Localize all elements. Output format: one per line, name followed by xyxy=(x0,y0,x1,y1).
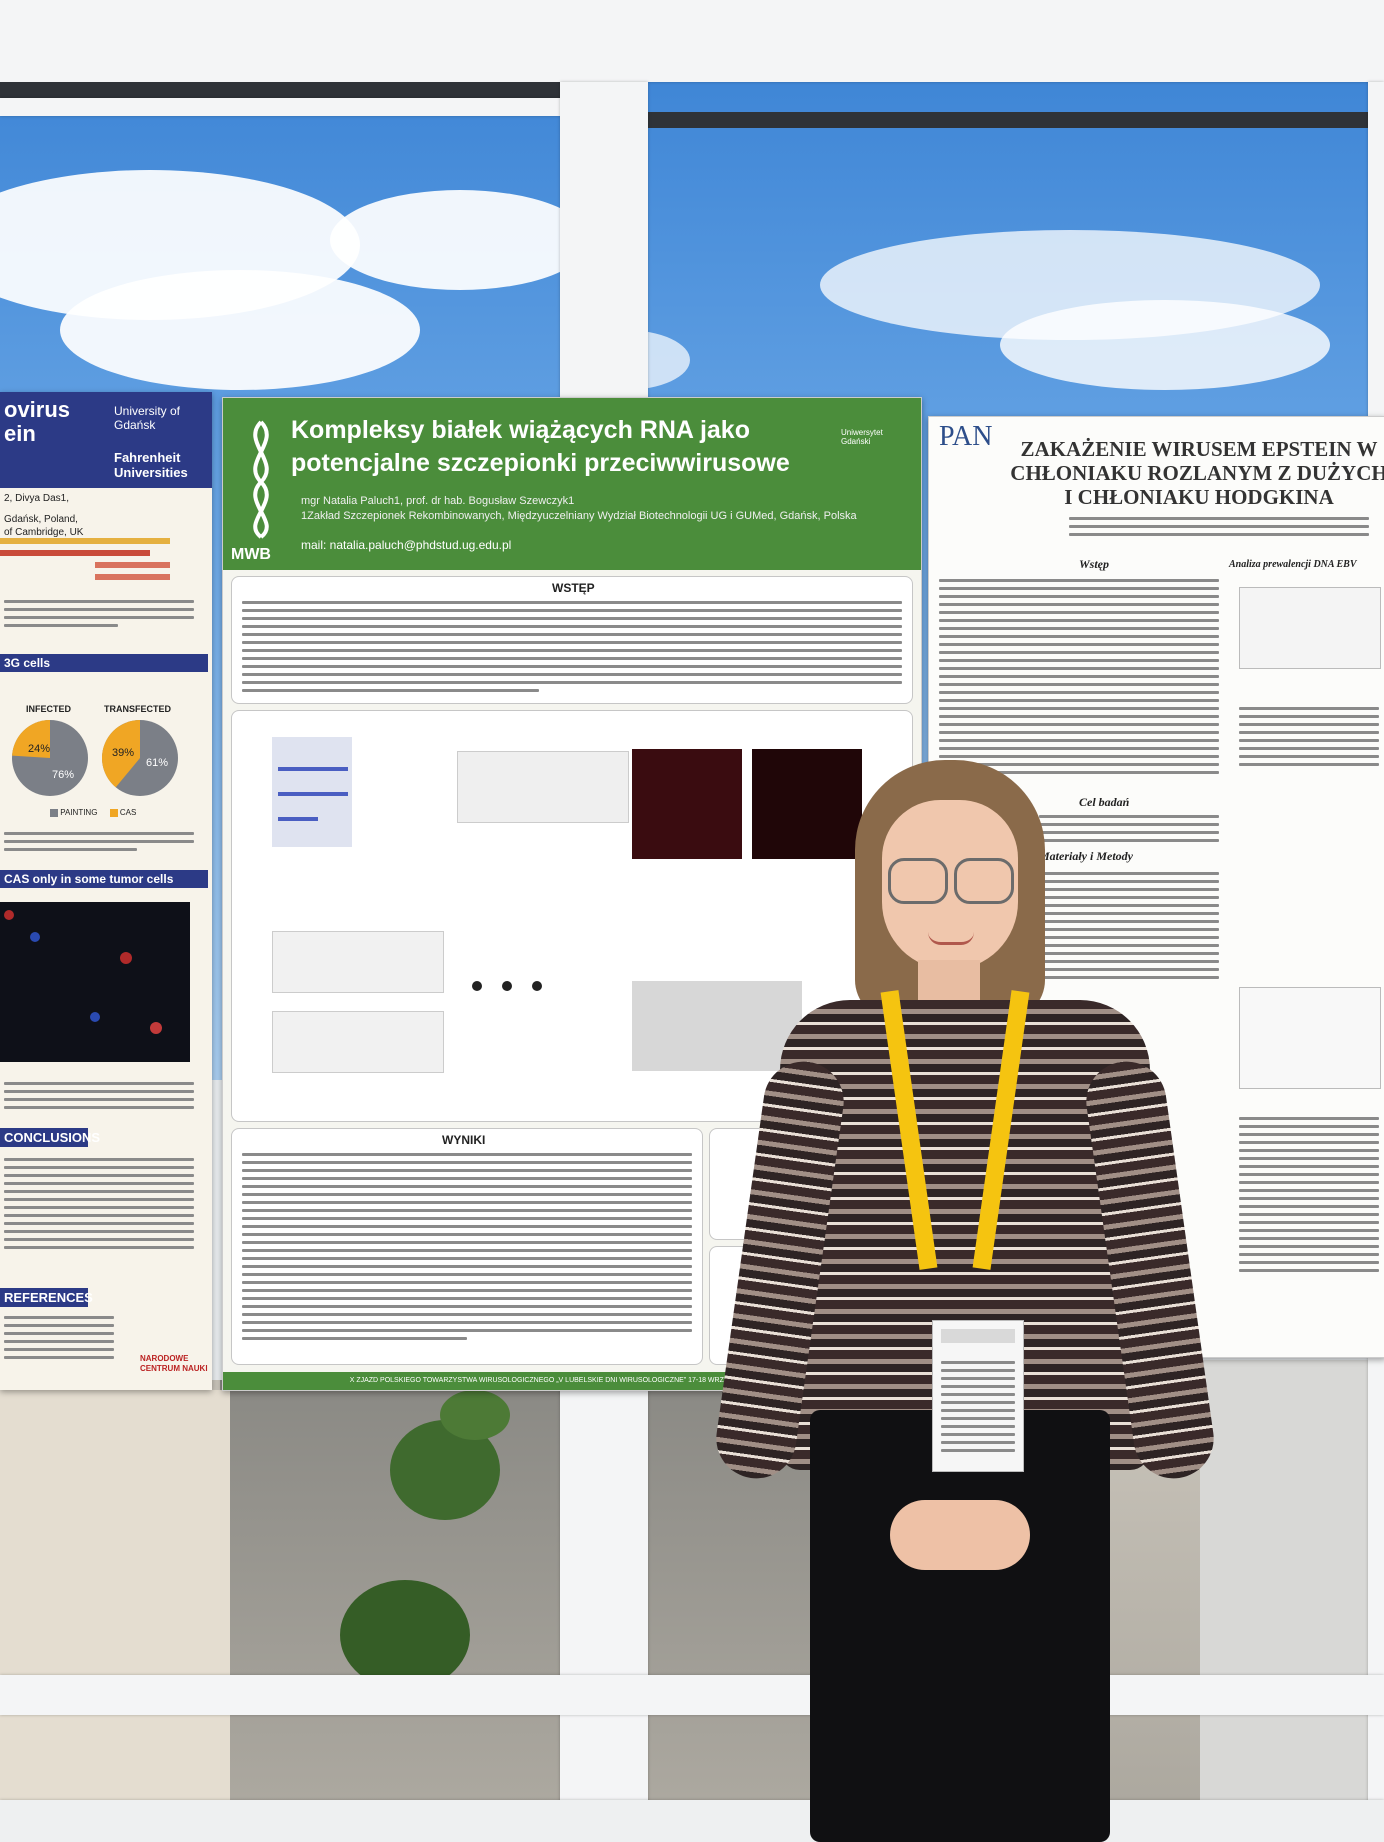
cloud xyxy=(1000,300,1330,390)
right-poster-title: ZAKAŻENIE WIRUSEM EPSTEIN W CHŁONIAKU RO… xyxy=(1010,437,1384,509)
intro-text xyxy=(242,601,902,697)
section-conclusions-heading: CONCLUSIONS xyxy=(0,1128,100,1147)
sds-page-gel xyxy=(272,737,352,847)
right-analysis-heading: Analiza prewalencji DNA EBV xyxy=(1229,559,1357,570)
main-poster-header: MWB Kompleksy białek wiążących RNA jako … xyxy=(223,398,921,570)
section-cas-heading: CAS only in some tumor cells xyxy=(0,870,208,888)
window-frame-top xyxy=(0,0,1384,82)
university-of-gdansk-logo: University of Gdańsk xyxy=(114,404,181,432)
fluorescence-image-a xyxy=(632,749,742,859)
window-blind xyxy=(0,82,560,98)
pie-legend: PAINTING CAS xyxy=(50,808,136,817)
left-poster-text-block xyxy=(4,1158,194,1254)
pie1-a-label: 24% xyxy=(28,743,50,755)
left-poster-affiliation: 2, Divya Das1, Gdańsk, Poland, of Cambri… xyxy=(4,493,84,538)
domain-diagram xyxy=(0,532,200,587)
left-poster-header: ovirus ein University of Gdańsk Fahrenhe… xyxy=(0,392,212,488)
right-methods-text xyxy=(939,872,1219,984)
left-poster-text-block xyxy=(4,1082,194,1114)
window-frame-mid xyxy=(0,98,560,116)
right-methods-heading: Materiały i Metody xyxy=(1039,849,1133,863)
pan-logo: PAN xyxy=(939,421,993,452)
person xyxy=(711,760,1219,1842)
right-scatter-chart xyxy=(1239,987,1381,1089)
building-facade xyxy=(0,1390,230,1810)
microscopy-panel xyxy=(0,902,190,1062)
left-poster-text-block xyxy=(4,1316,114,1364)
main-poster-title: Kompleksy białek wiążących RNA jako pote… xyxy=(291,416,790,477)
results-heading: WYNIKI xyxy=(442,1133,486,1147)
right-chart xyxy=(1239,587,1381,669)
ug-logo: Uniwersytet Gdański xyxy=(841,428,883,446)
main-poster-email: mail: natalia.paluch@phdstud.ug.edu.pl xyxy=(301,538,512,552)
western-blot xyxy=(632,981,802,1071)
fahrenheit-universities-logo: Fahrenheit Universities xyxy=(114,450,188,480)
window-blind xyxy=(648,112,1368,128)
emsa-gel xyxy=(457,751,629,823)
dot-blot xyxy=(462,961,562,1011)
pie2-a-label: 39% xyxy=(112,747,134,759)
right-intro-text xyxy=(939,579,1219,779)
building-facade xyxy=(1200,1360,1384,1820)
mouth xyxy=(928,932,974,945)
tree xyxy=(440,1390,510,1440)
blot-panel xyxy=(272,1011,444,1073)
mwb-logo-icon xyxy=(253,420,269,539)
section-references-heading: REFERENCES xyxy=(0,1288,93,1307)
fluorescence-image-b xyxy=(752,749,862,859)
right-text xyxy=(1239,707,1379,771)
section-cells-heading: 3G cells xyxy=(0,654,208,672)
left-poster-title-line: ein xyxy=(4,421,36,446)
pie1-b-label: 76% xyxy=(52,769,74,781)
pie2-b-label: 61% xyxy=(146,757,168,769)
left-poster-text-block xyxy=(4,600,194,632)
right-poster-authors xyxy=(1069,517,1369,541)
blot-panel xyxy=(272,931,444,993)
intro-heading: WSTĘP xyxy=(552,581,595,595)
pie-chart-transfected: 39% 61% xyxy=(102,720,178,796)
left-poster-text-block xyxy=(4,832,194,856)
infected-label: INFECTED xyxy=(26,704,71,714)
black-trousers xyxy=(810,1410,1110,1842)
ncn-logo: NARODOWE CENTRUM NAUKI xyxy=(140,1354,208,1373)
tree xyxy=(340,1580,470,1690)
mwb-logo-text: MWB xyxy=(231,546,271,563)
cloud xyxy=(330,190,590,290)
transfected-label: TRANSFECTED xyxy=(104,704,171,714)
window-sill xyxy=(0,1675,1384,1715)
right-intro-heading: Wstęp xyxy=(1079,557,1109,571)
main-poster-authors: mgr Natalia Paluch1, prof. dr hab. Bogus… xyxy=(301,495,857,522)
results-box: WYNIKI xyxy=(231,1128,703,1365)
pie-chart-infected: 24% 76% xyxy=(12,720,88,796)
intro-box: WSTĘP xyxy=(231,576,913,704)
left-poster: ovirus ein University of Gdańsk Fahrenhe… xyxy=(0,392,212,1390)
right-aim-text xyxy=(1039,815,1219,847)
conference-badge xyxy=(932,1320,1024,1472)
right-text xyxy=(1239,1117,1379,1277)
hands xyxy=(890,1500,1030,1570)
window-frame-bottom xyxy=(0,1800,1384,1842)
cloud xyxy=(60,270,420,390)
results-text xyxy=(242,1153,692,1345)
glasses-icon xyxy=(888,858,1014,904)
right-aim-heading: Cel badań xyxy=(1079,795,1130,809)
left-poster-title-line: ovirus xyxy=(4,397,71,422)
